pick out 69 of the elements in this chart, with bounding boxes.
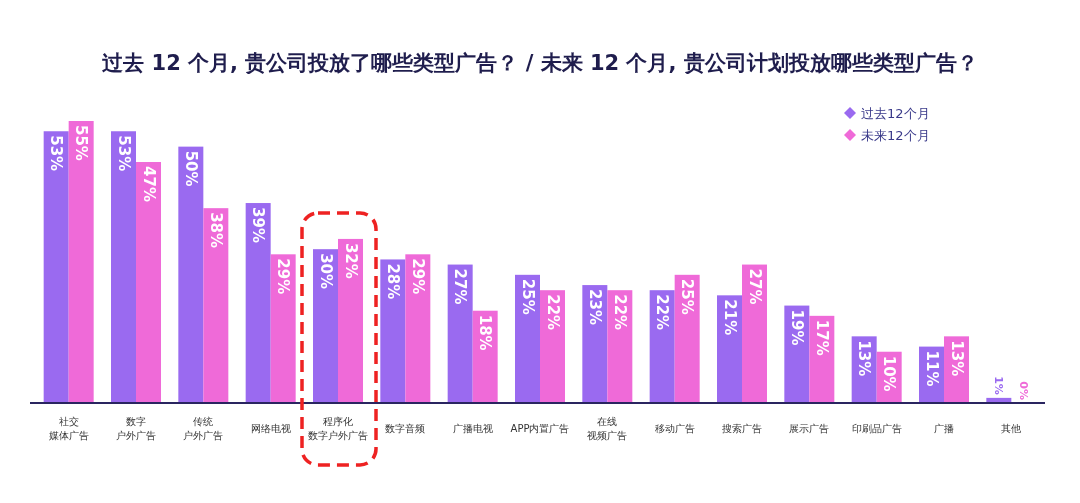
x-tick-label: 广播 — [934, 423, 954, 434]
x-tick-label: 社交媒体广告 — [48, 416, 89, 441]
data-label: 22% — [653, 294, 672, 331]
bar — [674, 274, 700, 403]
chart-title: 过去 12 个月, 贵公司投放了哪些类型广告？ / 未来 12 个月, 贵公司计划投放哪些类型广告？ — [101, 51, 978, 75]
bar — [111, 131, 136, 403]
x-tick-label: 数字户外广告 — [116, 416, 156, 441]
data-label: 28% — [383, 263, 402, 300]
x-tick-label: 搜索广告 — [722, 423, 762, 434]
data-label: 22% — [543, 294, 562, 331]
bar — [43, 131, 69, 403]
data-label: 11% — [922, 350, 941, 387]
bar — [313, 249, 338, 403]
bar — [515, 274, 540, 403]
legend-label: 未来12个月 — [861, 127, 930, 143]
bar — [178, 146, 204, 403]
bar — [380, 259, 406, 403]
data-label: 0% — [1017, 381, 1031, 400]
data-label: 23% — [585, 289, 604, 325]
data-label: 22% — [610, 294, 629, 331]
data-label: 39% — [249, 207, 268, 243]
data-label: 19% — [787, 309, 806, 346]
data-label: 27% — [745, 268, 764, 305]
x-tick-label: 移动广告 — [654, 423, 695, 434]
x-tick-label: APP内置广告 — [510, 423, 570, 434]
legend-label: 过去12个月 — [861, 105, 930, 121]
data-label: 29% — [274, 258, 293, 295]
bar — [447, 264, 473, 403]
data-label: 38% — [206, 212, 225, 249]
bar — [245, 203, 271, 403]
data-label: 30% — [316, 253, 335, 290]
x-tick-label: 传统户外广告 — [183, 416, 224, 441]
x-tick-label: 展示广告 — [789, 423, 830, 434]
data-label: 25% — [518, 278, 537, 315]
x-tick-label: 在线视频广告 — [587, 416, 628, 441]
bar — [717, 295, 742, 403]
x-tick-label: 网络电视 — [250, 423, 291, 434]
bar — [338, 238, 363, 403]
data-label: 25% — [678, 278, 697, 315]
data-label: 53% — [47, 135, 66, 172]
bar — [203, 208, 229, 403]
data-label: 27% — [451, 268, 470, 305]
bar — [405, 254, 431, 403]
data-label: 53% — [114, 135, 133, 172]
data-label: 21% — [720, 299, 739, 336]
bar — [742, 264, 767, 403]
data-label: 10% — [880, 355, 899, 392]
bar — [68, 121, 94, 403]
data-label: 29% — [408, 258, 427, 295]
bar — [270, 254, 296, 403]
x-tick-label: 广播电视 — [452, 423, 493, 434]
data-label: 13% — [855, 340, 874, 377]
bar — [649, 290, 675, 403]
bar — [582, 285, 608, 403]
data-label: 32% — [341, 242, 360, 279]
data-label: 17% — [812, 319, 831, 356]
bar — [136, 162, 161, 403]
data-label: 18% — [476, 314, 495, 351]
data-label: 55% — [72, 125, 91, 161]
data-label: 47% — [139, 166, 158, 202]
data-label: 50% — [181, 150, 200, 187]
bar — [540, 290, 565, 403]
x-tick-label: 数字音频 — [385, 423, 426, 434]
bar — [607, 290, 633, 403]
x-tick-label: 程序化数字户外广告 — [308, 416, 368, 441]
x-tick-label: 其他 — [1001, 423, 1022, 434]
data-label: 1% — [992, 376, 1006, 395]
data-label: 13% — [947, 340, 966, 377]
x-tick-label: 印刷品广告 — [851, 423, 902, 434]
